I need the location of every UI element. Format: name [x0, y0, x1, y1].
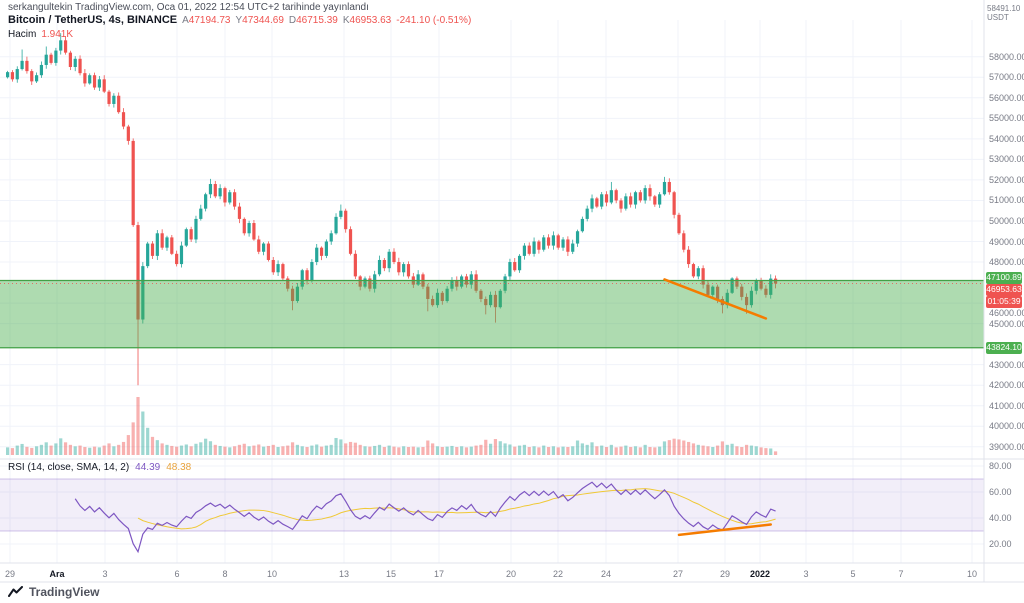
price-axis-label: 52000.00: [989, 174, 1024, 185]
price-axis-label: 51000.00: [989, 195, 1024, 206]
volume-legend[interactable]: Hacim 1.941K: [8, 29, 73, 40]
tradingview-logo-icon: [8, 585, 23, 597]
time-axis-label: 10: [966, 569, 978, 579]
tradingview-brand-text: TradingView: [29, 585, 100, 599]
time-axis-label: 17: [433, 569, 445, 579]
time-axis-label: 27: [672, 569, 684, 579]
time-axis-label: 6: [174, 569, 180, 579]
time-axis-label: 24: [600, 569, 612, 579]
volume-label: Hacim: [8, 29, 37, 40]
price-axis-label: 50000.00: [989, 215, 1024, 226]
ohlc-high: Y47344.69: [235, 15, 284, 26]
symbol-title: Bitcoin / TetherUS, 4s, BINANCE: [8, 14, 178, 26]
rsi-value: 44.39: [135, 462, 161, 473]
price-axis-label: 39000.00: [989, 441, 1024, 452]
time-axis-label: 3: [102, 569, 108, 579]
time-axis-label: 3: [803, 569, 809, 579]
price-axis-label: 57000.00: [989, 72, 1024, 83]
tradingview-footer[interactable]: TradingView: [8, 585, 99, 599]
bar-countdown-badge: 01:05:39: [986, 296, 1022, 308]
price-axis-label: 42000.00: [989, 380, 1024, 391]
last-price-badge: 46953.63: [986, 284, 1022, 296]
price-axis-label: 48000.00: [989, 257, 1024, 268]
ohlc-close: K46953.63: [342, 15, 392, 26]
rsi-title: RSI (14, close, SMA, 14, 2): [8, 462, 130, 473]
price-axis-label: 55000.00: [989, 113, 1024, 124]
publish-price-note: 58491.10 USDT: [987, 4, 1021, 22]
ohlc-low: D46715.39: [288, 15, 338, 26]
time-axis-label: 10: [266, 569, 278, 579]
time-axis-label: 20: [505, 569, 517, 579]
change-value: -241.10 (-0.51%): [396, 15, 472, 26]
time-axis-label: 8: [222, 569, 228, 579]
price-axis-label: 40000.00: [989, 421, 1024, 432]
time-axis-label: 22: [552, 569, 564, 579]
rsi-axis-label: 40.00: [989, 513, 1012, 523]
price-axis-label: 49000.00: [989, 236, 1024, 247]
price-axis-label: 56000.00: [989, 92, 1024, 103]
time-axis-label: 2022: [749, 569, 771, 579]
price-axis-label: 53000.00: [989, 154, 1024, 165]
rsi-ma-value: 48.38: [166, 462, 192, 473]
time-axis-label: 29: [4, 569, 16, 579]
zone-bottom-price-badge: 43824.10: [986, 342, 1022, 354]
publish-info: serkangultekin TradingView.com, Oca 01, …: [8, 2, 369, 13]
rsi-legend[interactable]: RSI (14, close, SMA, 14, 2) 44.39 48.38: [8, 462, 191, 473]
time-axis-label: Ara: [49, 569, 65, 579]
symbol-legend[interactable]: Bitcoin / TetherUS, 4s, BINANCE A47194.7…: [8, 14, 471, 26]
price-axis-label: 54000.00: [989, 133, 1024, 144]
price-axis-label: 45000.00: [989, 318, 1024, 329]
rsi-axis-label: 80.00: [989, 461, 1012, 471]
zone-top-price-badge: 47100.89: [986, 272, 1022, 284]
rsi-axis-label: 60.00: [989, 487, 1012, 497]
price-axis-label: 41000.00: [989, 400, 1024, 411]
time-axis-label: 29: [719, 569, 731, 579]
time-axis-label: 15: [385, 569, 397, 579]
price-axis-label: 43000.00: [989, 359, 1024, 370]
rsi-axis-label: 20.00: [989, 539, 1012, 549]
volume-value: 1.941K: [41, 29, 74, 40]
time-axis-label: 13: [338, 569, 350, 579]
time-axis-label: 5: [850, 569, 856, 579]
price-axis-label: 46000.00: [989, 308, 1024, 319]
time-axis-label: 7: [898, 569, 904, 579]
ohlc-open: A47194.73: [182, 15, 231, 26]
price-axis-label: 58000.00: [989, 51, 1024, 62]
